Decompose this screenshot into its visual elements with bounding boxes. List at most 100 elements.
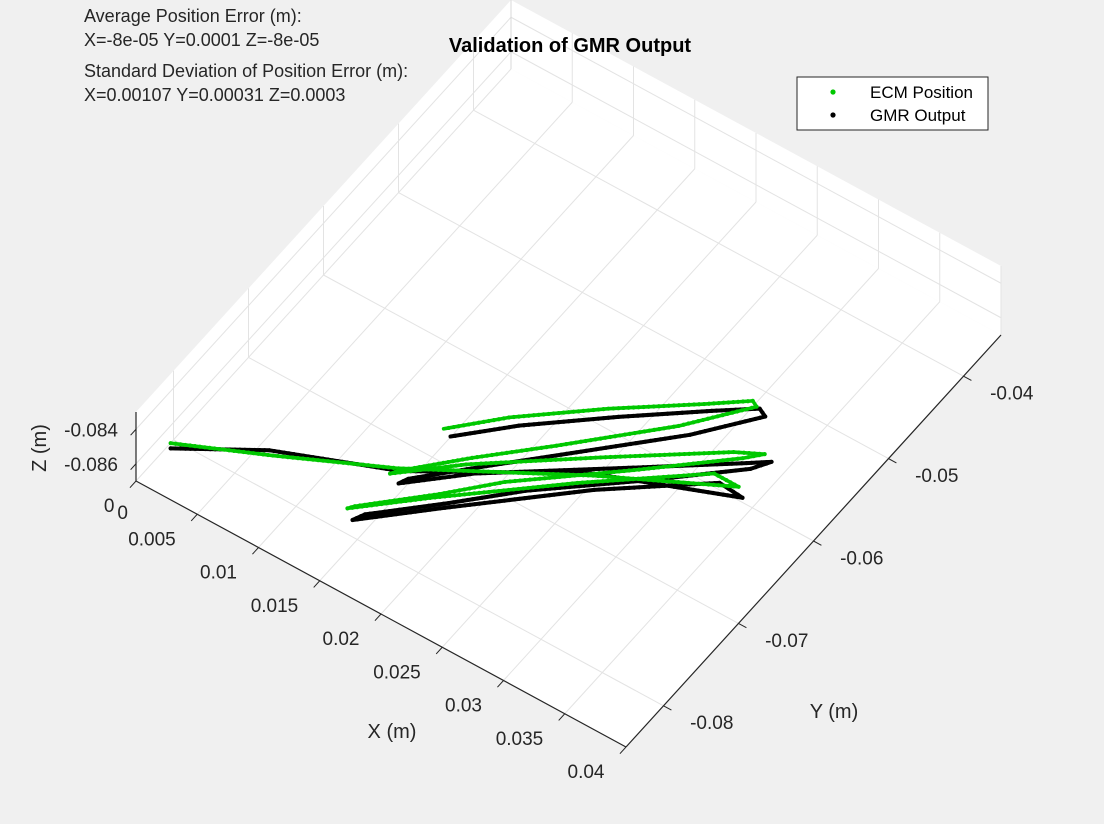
y-tick-label: -0.06 (840, 548, 883, 569)
data-point (569, 451, 574, 456)
data-point (502, 498, 507, 503)
data-point (706, 490, 711, 495)
data-point (522, 477, 528, 483)
data-point (451, 468, 456, 473)
data-point (621, 405, 626, 411)
data-point (586, 417, 591, 422)
data-point (470, 455, 475, 460)
data-point (656, 465, 661, 470)
data-point (361, 462, 366, 467)
data-point (721, 483, 726, 488)
data-point (362, 512, 368, 517)
data-point (542, 493, 547, 498)
data-point (673, 434, 678, 440)
data-point (517, 478, 523, 483)
data-point (556, 420, 561, 425)
data-point (350, 517, 355, 523)
data-point (760, 410, 765, 415)
data-point (762, 452, 767, 457)
data-point (724, 461, 730, 466)
data-point (471, 469, 476, 474)
data-point (548, 457, 553, 463)
data-point (391, 465, 396, 470)
data-point (387, 499, 392, 504)
data-point (440, 471, 445, 476)
data-point (408, 510, 413, 515)
data-point (680, 410, 685, 415)
data-point (371, 463, 376, 468)
data-point (336, 460, 341, 465)
data-point (197, 444, 202, 449)
data-point (430, 472, 435, 477)
data-point (513, 490, 519, 495)
data-point (636, 405, 641, 410)
data-point (699, 409, 705, 414)
data-point (341, 460, 346, 465)
data-point (661, 403, 666, 409)
data-point (491, 469, 496, 474)
data-point (716, 483, 721, 488)
x-tick-label: 0 (104, 496, 115, 517)
data-point (295, 456, 301, 461)
data-point (487, 482, 492, 487)
data-point (456, 424, 461, 429)
data-point (556, 410, 561, 416)
data-point (572, 484, 577, 489)
data-point (735, 456, 740, 461)
data-point (231, 448, 237, 453)
data-point (472, 502, 477, 507)
x-tick-mark (313, 580, 321, 588)
data-point (507, 425, 512, 430)
data-point (607, 470, 612, 475)
y-tick-mark (738, 622, 747, 629)
data-point (554, 453, 559, 458)
data-point (426, 503, 431, 508)
data-point (226, 448, 232, 453)
data-point (627, 431, 632, 436)
data-point (511, 414, 516, 420)
data-point (441, 467, 446, 473)
data-point (547, 493, 552, 498)
data-point (541, 412, 546, 417)
data-point (691, 402, 697, 407)
data-point (561, 419, 566, 424)
data-point (407, 466, 412, 471)
data-point (564, 442, 569, 447)
data-point (447, 493, 452, 498)
data-point (442, 475, 447, 480)
data-point (635, 413, 641, 418)
data-point (642, 429, 647, 434)
data-point (554, 443, 559, 448)
data-point (686, 486, 691, 492)
grid-line-z-wall-x (135, 51, 512, 465)
data-point (701, 460, 706, 465)
data-point (367, 501, 372, 507)
data-point (460, 498, 466, 503)
data-point (251, 451, 256, 456)
data-point (714, 462, 720, 467)
data-point (681, 486, 686, 491)
data-point (538, 458, 543, 463)
data-point (641, 476, 646, 481)
data-point (465, 497, 470, 503)
data-point (562, 485, 567, 490)
data-point (547, 475, 552, 480)
x-tick-label: 0.01 (200, 563, 237, 584)
data-point (685, 410, 690, 415)
data-point (441, 501, 446, 506)
data-point (602, 487, 607, 492)
data-point (441, 460, 446, 466)
data-point (706, 450, 712, 456)
data-point (581, 408, 586, 413)
data-point (514, 449, 519, 454)
data-point (602, 470, 607, 475)
data-point (465, 456, 470, 461)
data-point (667, 483, 672, 488)
data-point (714, 408, 719, 413)
legend-marker-gmr (830, 112, 836, 118)
data-point (537, 494, 542, 499)
data-point (487, 428, 492, 433)
legend-marker-ecm (830, 89, 836, 95)
data-point (694, 409, 700, 414)
z-tick-mark (130, 428, 137, 436)
